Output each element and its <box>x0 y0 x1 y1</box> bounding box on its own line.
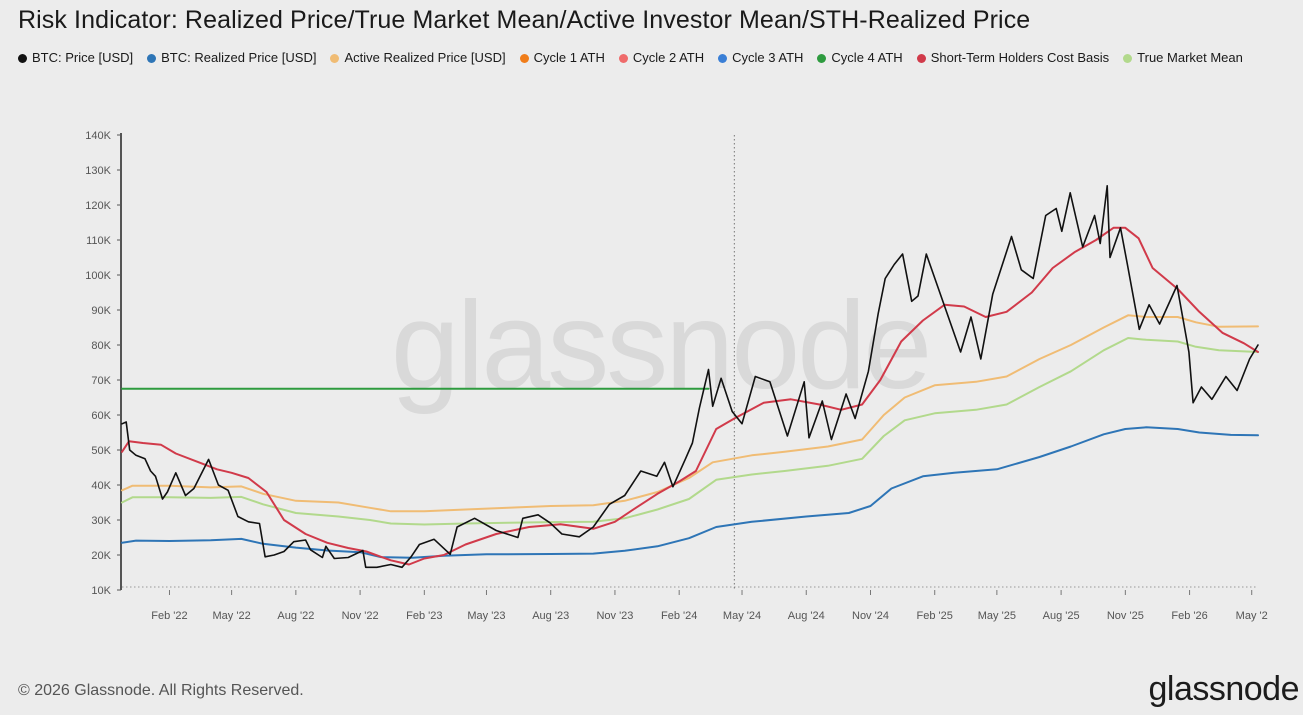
y-tick-label: 80K <box>91 340 111 352</box>
legend-label: BTC: Realized Price [USD] <box>161 50 317 65</box>
y-tick-label: 30K <box>91 515 111 527</box>
legend-item[interactable]: BTC: Realized Price [USD] <box>147 50 316 66</box>
y-tick-label: 100K <box>85 270 111 282</box>
y-tick-label: 60K <box>91 410 111 422</box>
y-tick-label: 140K <box>85 130 111 142</box>
legend-item[interactable]: Cycle 2 ATH <box>618 50 705 66</box>
x-tick-label: Feb '24 <box>661 610 697 622</box>
legend-dot-icon <box>330 53 340 63</box>
legend-dot-icon <box>718 53 728 63</box>
x-tick-label: Feb '25 <box>917 610 953 622</box>
x-tick-label: Nov '22 <box>342 610 379 622</box>
legend-label: Short-Term Holders Cost Basis <box>930 50 1110 65</box>
legend-dot-icon <box>618 53 628 63</box>
legend-item[interactable]: True Market Mean <box>1123 50 1243 66</box>
legend-dot-icon <box>817 53 827 63</box>
x-tick-label: Feb '26 <box>1171 610 1207 622</box>
x-tick-label: Aug '25 <box>1043 610 1080 622</box>
watermark-text: glassnode <box>391 277 929 415</box>
y-tick-label: 70K <box>91 375 111 387</box>
copyright-text: © 2026 Glassnode. All Rights Reserved. <box>18 682 304 699</box>
legend-label: Active Realized Price [USD] <box>344 50 506 65</box>
y-tick-label: 110K <box>86 235 112 247</box>
series-line-short-term-holders-cost-basis <box>121 226 1259 566</box>
x-tick-label: May '22 <box>213 610 251 622</box>
series-line-true-market-mean <box>121 337 1259 526</box>
legend-item[interactable]: Active Realized Price [USD] <box>330 50 506 66</box>
x-tick-label: Nov '24 <box>852 610 889 622</box>
x-tick-label: Nov '25 <box>1107 610 1144 622</box>
y-tick-label: 10K <box>91 585 111 597</box>
legend-label: Cycle 4 ATH <box>831 50 903 65</box>
legend-item[interactable]: Short-Term Holders Cost Basis <box>916 50 1110 66</box>
legend-dot-icon <box>18 53 27 63</box>
x-tick-label: May '23 <box>467 610 505 622</box>
x-tick-label: May '25 <box>978 610 1016 622</box>
legend-label: Cycle 2 ATH <box>632 50 705 65</box>
legend-dot-icon <box>916 53 926 63</box>
series-line-btc-price-usd <box>121 185 1259 569</box>
legend-item[interactable]: Cycle 3 ATH <box>718 50 803 66</box>
y-tick-label: 40K <box>91 480 111 492</box>
series-line-btc-realized-price-usd <box>121 426 1259 559</box>
chart-title: Risk Indicator: Realized Price/True Mark… <box>18 6 1031 34</box>
legend-dot-icon <box>519 53 529 63</box>
y-tick-label: 50K <box>91 445 111 457</box>
x-tick-label: Feb '22 <box>151 610 187 622</box>
y-tick-label: 120K <box>85 200 111 212</box>
legend-label: True Market Mean <box>1137 50 1243 65</box>
y-tick-label: 20K <box>91 550 111 562</box>
chart-legend: BTC: Price [USD] BTC: Realized Price [USD… <box>18 50 1288 66</box>
x-tick-label: May '2 <box>1236 610 1268 622</box>
legend-dot-icon <box>147 53 157 63</box>
y-tick-label: 130K <box>85 165 111 177</box>
x-tick-label: Feb '23 <box>406 610 442 622</box>
x-tick-label: May '24 <box>723 610 761 622</box>
x-tick-label: Aug '22 <box>277 610 314 622</box>
x-tick-label: Aug '24 <box>788 610 825 622</box>
brand-logo-text: glassnode <box>1148 670 1299 708</box>
legend-item[interactable]: Cycle 1 ATH <box>519 50 605 66</box>
legend-label: BTC: Price [USD] <box>32 50 134 65</box>
series-line-active-realized-price-usd <box>121 314 1259 513</box>
legend-item[interactable]: Cycle 4 ATH <box>817 50 903 66</box>
y-tick-label: 90K <box>91 305 111 317</box>
legend-label: Cycle 3 ATH <box>732 50 804 65</box>
x-tick-label: Nov '23 <box>596 610 633 622</box>
legend-dot-icon <box>1123 53 1133 63</box>
legend-item[interactable]: BTC: Price [USD] <box>18 50 133 66</box>
x-tick-label: Aug '23 <box>532 610 569 622</box>
legend-label: Cycle 1 ATH <box>533 50 605 65</box>
